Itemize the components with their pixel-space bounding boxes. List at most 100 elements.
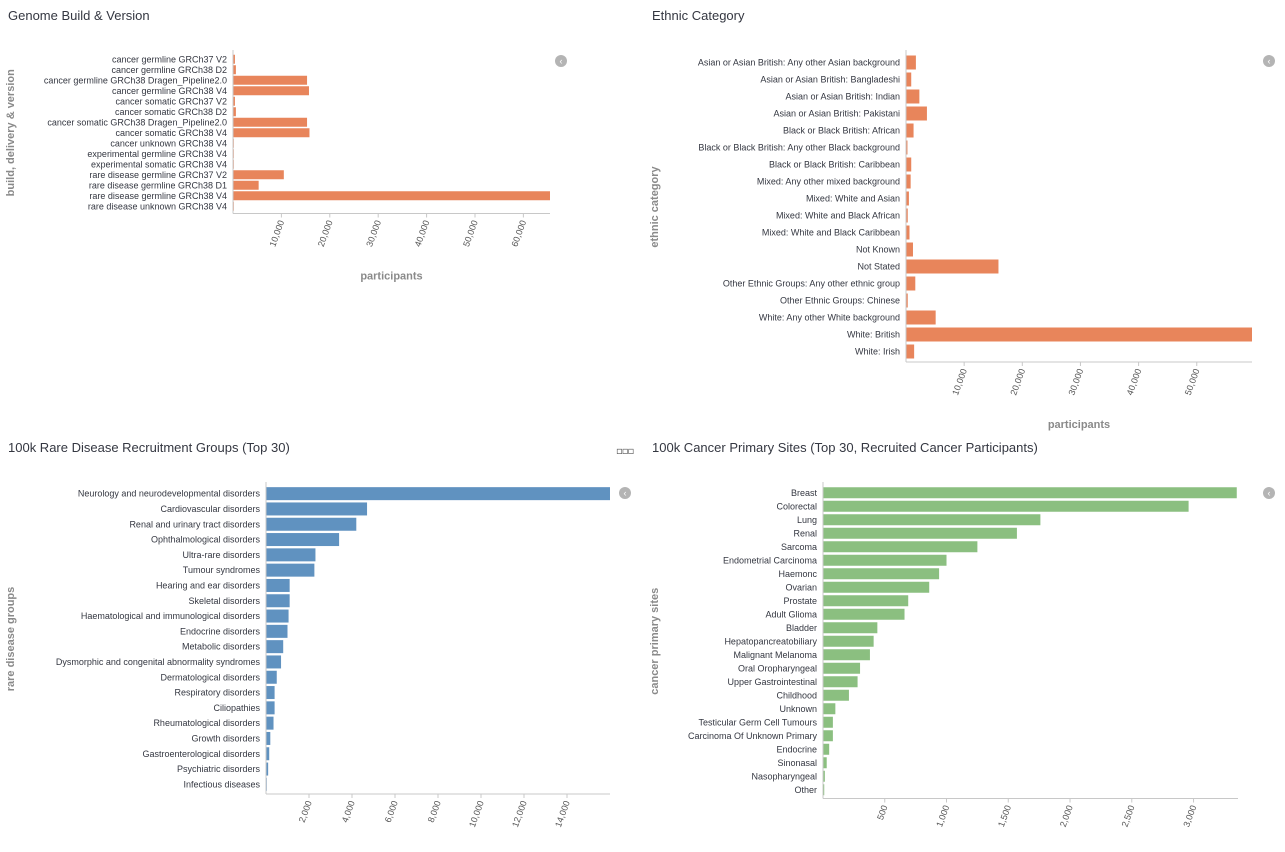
- bar[interactable]: [823, 581, 930, 593]
- bar[interactable]: [823, 716, 833, 728]
- bar[interactable]: [266, 701, 275, 715]
- bar[interactable]: [823, 743, 830, 755]
- bar[interactable]: [823, 568, 940, 580]
- category-label: Asian or Asian British: Indian: [785, 92, 900, 102]
- bar[interactable]: [233, 54, 235, 64]
- y-axis-title: build, delivery & version: [5, 69, 17, 196]
- category-label: Childhood: [776, 690, 817, 700]
- bar[interactable]: [266, 578, 290, 592]
- bar[interactable]: [906, 89, 920, 104]
- bar[interactable]: [906, 140, 908, 155]
- bar[interactable]: [823, 541, 978, 553]
- bar[interactable]: [823, 703, 836, 715]
- category-label: Rheumatological disorders: [153, 718, 260, 728]
- bar[interactable]: [233, 191, 550, 201]
- chart-group-3: Breast Colorectal Lung Renal Sarcoma Endometr…: [649, 482, 1238, 829]
- bar[interactable]: [906, 191, 909, 206]
- x-axis-title: participants: [1048, 419, 1110, 431]
- category-label: cancer somatic GRCh38 Dragen_Pipeline2.0: [47, 117, 227, 127]
- bar[interactable]: [823, 595, 909, 607]
- bar[interactable]: [823, 554, 947, 566]
- bar[interactable]: [906, 123, 914, 138]
- x-tick-label: 4,000: [340, 799, 357, 824]
- bar[interactable]: [906, 174, 911, 189]
- chevron-left-icon[interactable]: ‹: [1263, 487, 1275, 499]
- bar[interactable]: [233, 128, 310, 138]
- bar[interactable]: [906, 344, 915, 359]
- bar[interactable]: [233, 96, 235, 106]
- y-axis-title: ethnic category: [649, 165, 661, 247]
- bar[interactable]: [266, 487, 610, 501]
- bar[interactable]: [823, 676, 858, 688]
- bar[interactable]: [233, 180, 259, 190]
- bar[interactable]: [823, 514, 1041, 526]
- bar[interactable]: [906, 242, 913, 257]
- bar[interactable]: [823, 635, 874, 647]
- bar[interactable]: [266, 670, 277, 684]
- bar[interactable]: [233, 117, 308, 127]
- bar[interactable]: [906, 72, 912, 87]
- category-label: Endocrine disorders: [180, 626, 261, 636]
- bar[interactable]: [823, 662, 861, 674]
- bar[interactable]: [266, 731, 271, 745]
- bar[interactable]: [266, 517, 357, 531]
- bar[interactable]: [233, 107, 236, 117]
- bar[interactable]: [906, 310, 936, 325]
- bar[interactable]: [266, 548, 316, 562]
- category-label: Skeletal disorders: [188, 596, 260, 606]
- bar[interactable]: [233, 65, 236, 75]
- bar[interactable]: [823, 487, 1237, 499]
- more-options-icon[interactable]: ▫▫▫: [616, 446, 634, 457]
- bar[interactable]: [266, 716, 274, 730]
- bar[interactable]: [906, 157, 912, 172]
- bar[interactable]: [823, 784, 825, 796]
- bar[interactable]: [906, 327, 1252, 342]
- bar[interactable]: [266, 502, 368, 516]
- bar[interactable]: [823, 527, 1017, 539]
- bar[interactable]: [823, 770, 825, 782]
- category-label: Cardiovascular disorders: [160, 504, 260, 514]
- bar[interactable]: [906, 225, 910, 240]
- bar[interactable]: [906, 276, 916, 291]
- category-label: Other Ethnic Groups: Chinese: [780, 296, 900, 306]
- bar[interactable]: [906, 106, 927, 121]
- bar[interactable]: [823, 730, 833, 742]
- chevron-left-icon[interactable]: ‹: [619, 487, 631, 499]
- bar[interactable]: [266, 624, 288, 638]
- bar[interactable]: [266, 609, 289, 623]
- bar[interactable]: [266, 640, 284, 654]
- category-label: Mixed: Any other mixed background: [757, 177, 900, 187]
- bar[interactable]: [266, 747, 270, 761]
- bar[interactable]: [906, 259, 999, 274]
- bar[interactable]: [823, 500, 1189, 512]
- category-label: Asian or Asian British: Pakistani: [773, 109, 900, 119]
- bar[interactable]: [266, 762, 269, 776]
- category-label: Ultra-rare disorders: [182, 550, 260, 560]
- bar[interactable]: [266, 594, 290, 608]
- category-label: Colorectal: [776, 501, 817, 511]
- x-tick-label: 2,500: [1120, 804, 1137, 829]
- category-label: rare disease germline GRCh37 V2: [89, 170, 227, 180]
- bar[interactable]: [823, 757, 827, 769]
- category-label: Bladder: [786, 623, 817, 633]
- bar[interactable]: [906, 55, 916, 70]
- bar[interactable]: [823, 649, 870, 661]
- bar[interactable]: [266, 533, 340, 547]
- bar[interactable]: [266, 655, 282, 669]
- bar[interactable]: [233, 75, 308, 85]
- bar[interactable]: [823, 689, 849, 701]
- bar[interactable]: [233, 86, 309, 96]
- bar[interactable]: [233, 170, 284, 180]
- bar[interactable]: [823, 608, 905, 620]
- x-tick-label: 60,000: [509, 219, 528, 248]
- bar[interactable]: [266, 563, 315, 577]
- bar[interactable]: [906, 208, 908, 223]
- category-label: cancer somatic GRCh38 V4: [115, 128, 227, 138]
- chevron-left-icon[interactable]: ‹: [555, 55, 567, 67]
- bar[interactable]: [906, 293, 908, 308]
- bar[interactable]: [266, 686, 275, 700]
- chevron-left-icon[interactable]: ‹: [1263, 55, 1275, 67]
- category-label: Growth disorders: [191, 733, 260, 743]
- bar[interactable]: [823, 622, 878, 634]
